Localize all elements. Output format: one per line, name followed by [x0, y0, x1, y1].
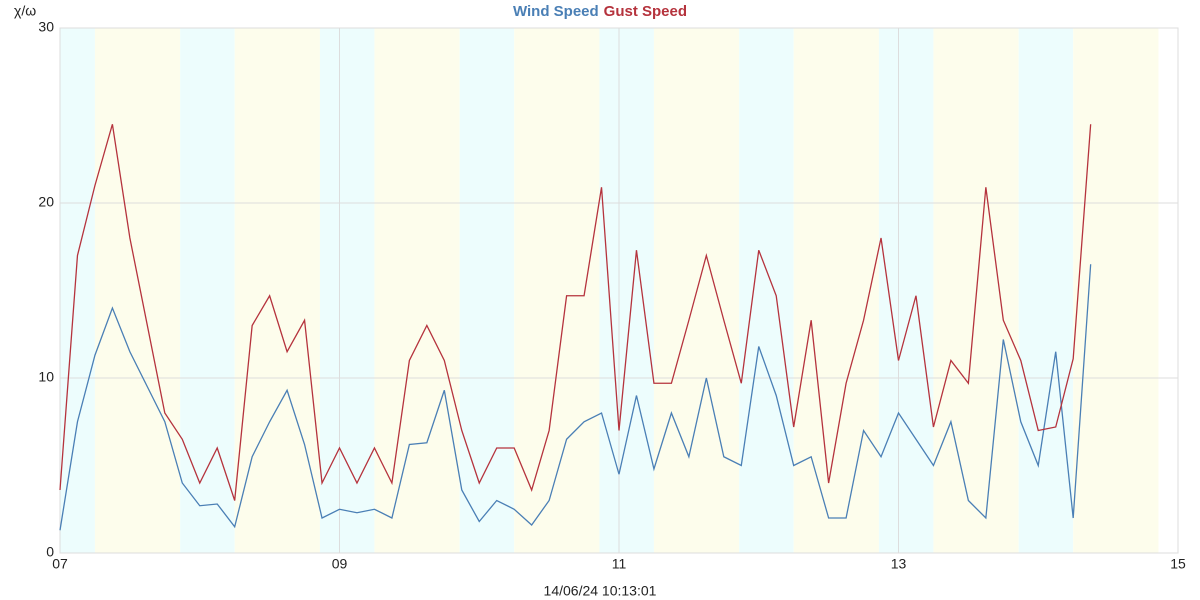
band	[878, 28, 934, 553]
band	[459, 28, 515, 553]
series-line	[59, 124, 1092, 501]
band	[180, 28, 235, 553]
legend-entry: Wind Speed	[513, 3, 599, 20]
band	[1073, 28, 1159, 553]
band	[319, 28, 375, 553]
x-tick-label: 15	[1170, 556, 1186, 572]
y-tick-label: 30	[38, 19, 54, 35]
y-axis-label: χ/ω	[14, 3, 36, 19]
y-tick-label: 0	[46, 544, 54, 560]
band	[374, 28, 460, 553]
day-night-bands	[60, 28, 1159, 553]
x-tick-label: 11	[612, 556, 627, 572]
series-line	[59, 264, 1092, 531]
legend-entry: Gust Speed	[604, 3, 687, 20]
y-tick-label: 20	[38, 194, 54, 210]
band	[234, 28, 320, 553]
band	[94, 28, 181, 553]
timestamp: 14/06/24 10:13:01	[544, 583, 657, 599]
x-tick-label: 09	[332, 556, 348, 572]
band	[599, 28, 654, 553]
x-tick-label: 13	[891, 556, 907, 572]
band	[739, 28, 794, 553]
band	[1018, 28, 1074, 553]
legend-title: Wind Speed Gust Speed	[513, 3, 687, 20]
band	[60, 28, 95, 553]
band	[793, 28, 879, 553]
y-tick-label: 10	[38, 369, 54, 385]
x-tick-label: 07	[52, 556, 68, 572]
